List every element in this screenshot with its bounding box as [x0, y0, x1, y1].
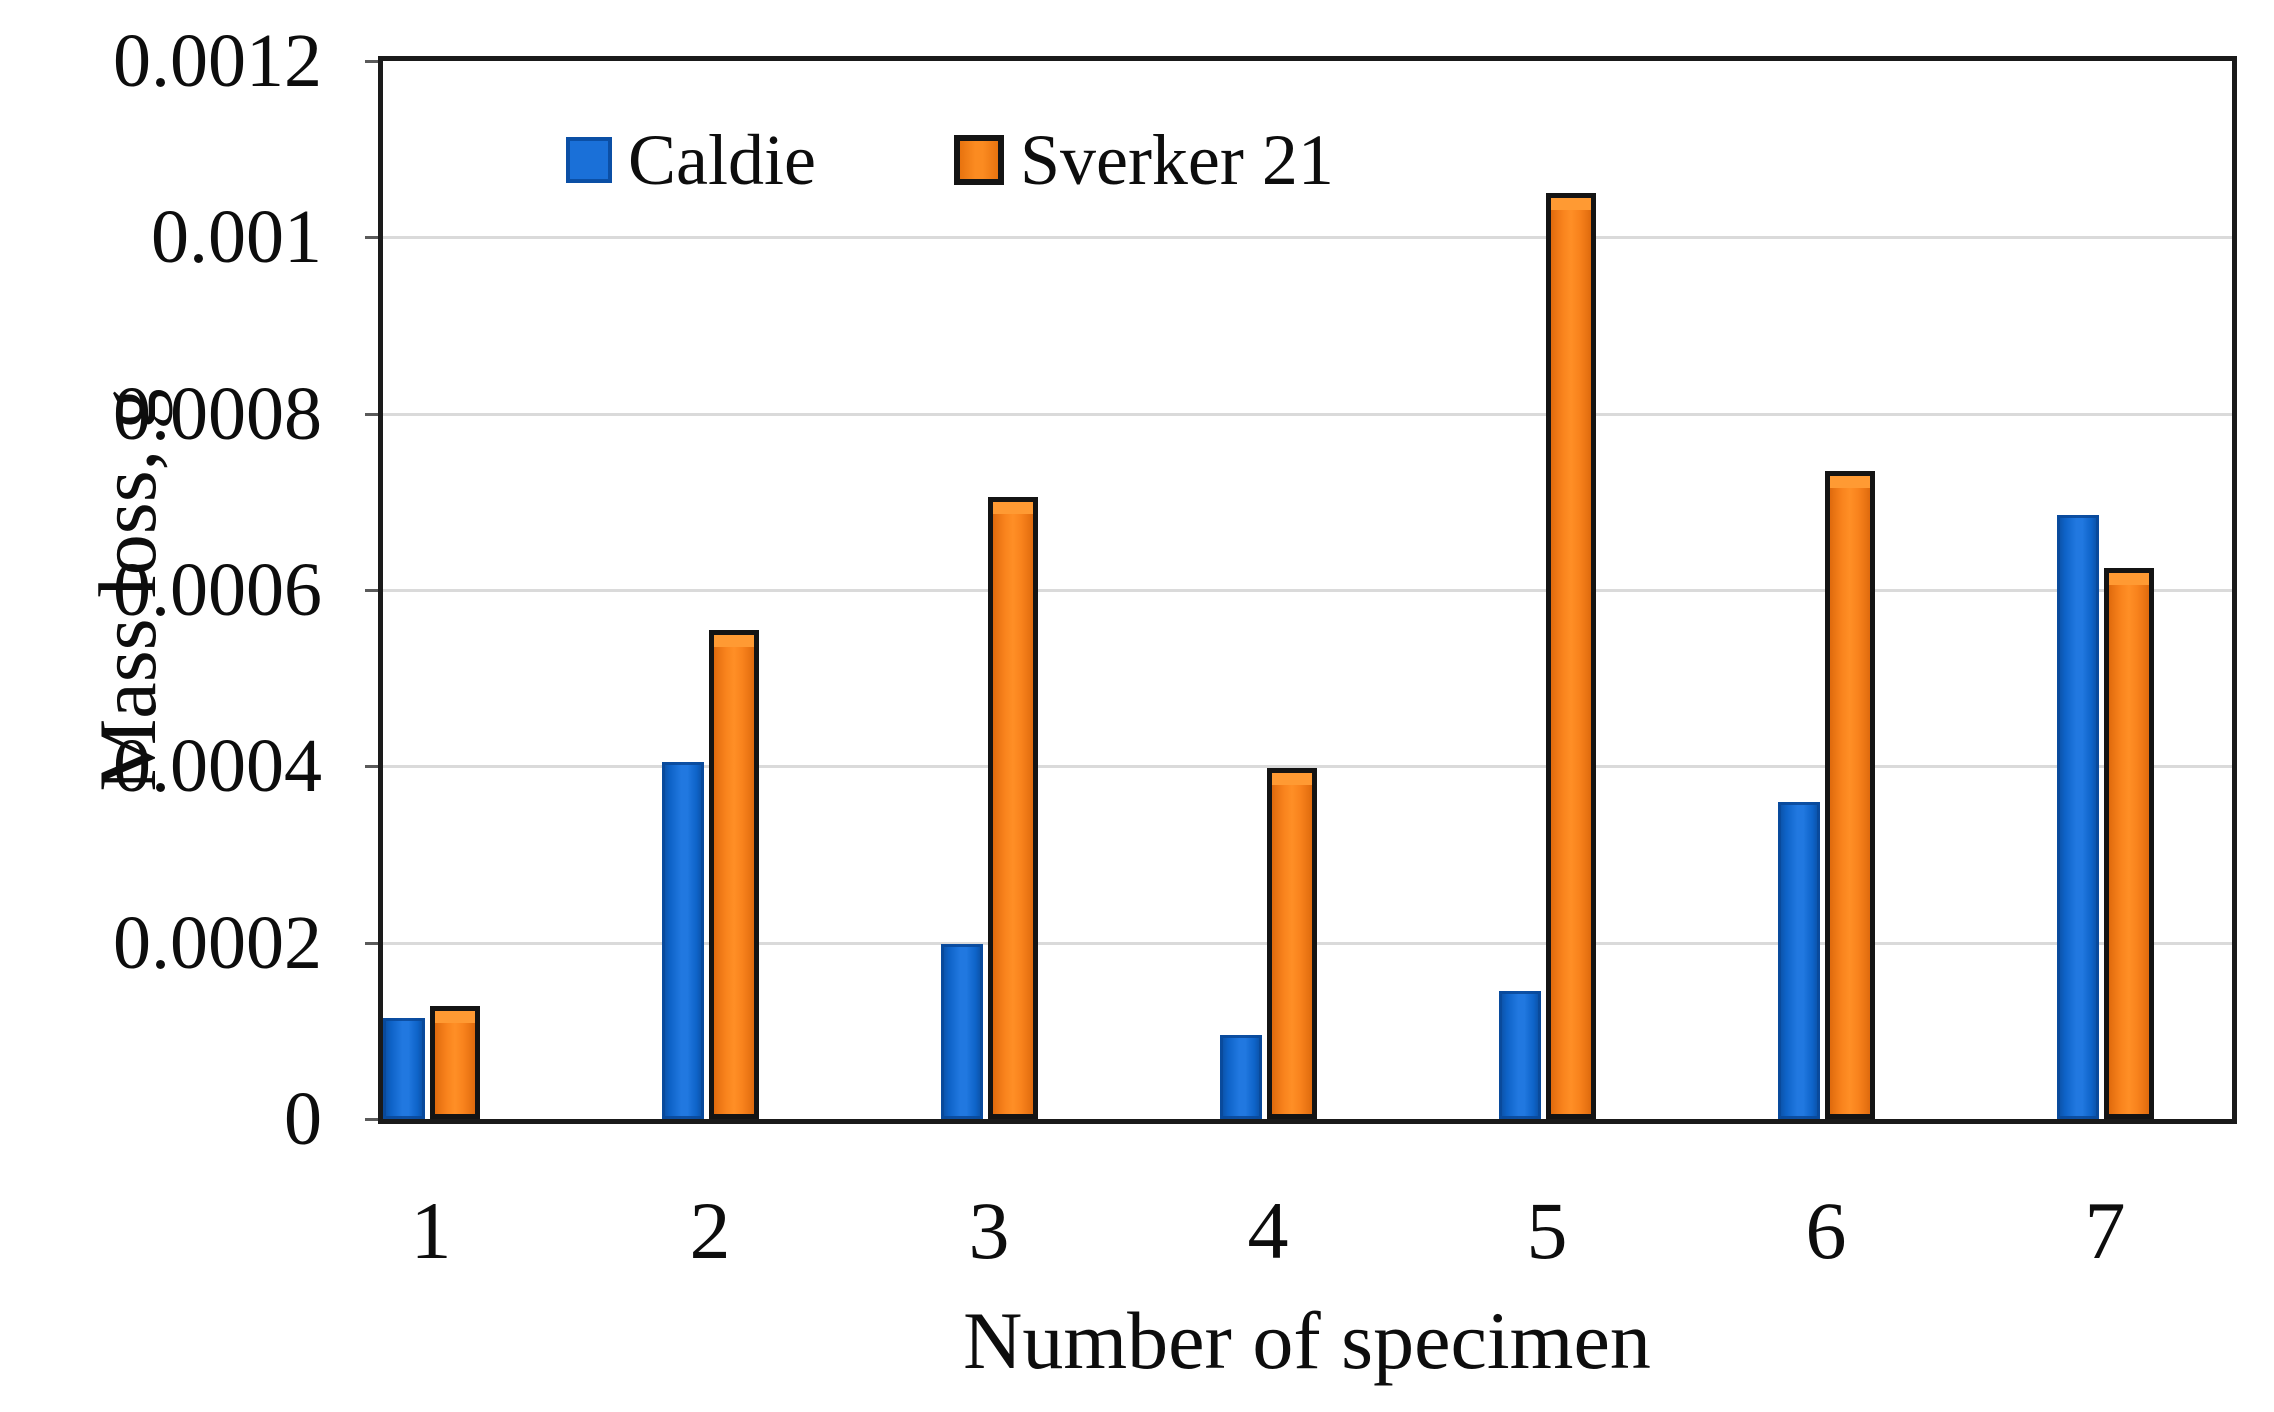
bar-sverker-21-3	[987, 497, 1038, 1119]
y-tick-label: 0.001	[151, 195, 322, 280]
gridline	[383, 589, 2232, 592]
sverker-21-swatch-icon	[953, 135, 1004, 185]
bar-sverker-21-7	[2103, 567, 2154, 1119]
bar-caldie-6	[1777, 801, 1820, 1119]
legend-entry-caldie: Caldie	[566, 124, 816, 196]
bar-sverker-21-1	[429, 1006, 480, 1119]
y-tick-mark	[365, 1118, 378, 1121]
bar-caldie-1	[382, 1017, 425, 1119]
bar-caldie-5	[1498, 991, 1541, 1119]
y-tick-mark	[365, 941, 378, 945]
y-tick-mark	[365, 765, 378, 769]
bar-sverker-21-2	[708, 629, 759, 1119]
legend-label-sverker-21: Sverker 21	[1019, 120, 1334, 200]
legend-entry-sverker-21: Sverker 21	[953, 120, 1334, 200]
bar-caldie-2	[661, 761, 704, 1119]
y-tick-mark	[365, 60, 378, 63]
x-tick-label: 6	[1805, 1185, 1847, 1276]
bar-sverker-21-6	[1824, 470, 1875, 1119]
x-axis-title: Number of specimen	[963, 1295, 1651, 1386]
x-tick-label: 3	[968, 1185, 1010, 1276]
bar-sverker-21-5	[1545, 193, 1596, 1119]
plot-area	[378, 56, 2237, 1124]
y-tick-label: 0.0006	[113, 548, 322, 632]
caldie-swatch-icon	[566, 137, 612, 183]
x-tick-label: 4	[1247, 1185, 1289, 1276]
y-tick-mark	[365, 412, 378, 416]
legend-label-caldie: Caldie	[628, 120, 816, 200]
bar-caldie-7	[2056, 515, 2099, 1119]
gridline	[383, 236, 2232, 240]
y-tick-label: 0.0002	[113, 900, 322, 985]
bar-caldie-4	[1219, 1035, 1262, 1119]
y-tick-mark	[365, 236, 378, 240]
x-tick-label: 7	[2084, 1185, 2126, 1276]
y-tick-label: 0.0012	[113, 19, 322, 103]
gridline	[383, 412, 2232, 416]
x-tick-label: 1	[410, 1185, 452, 1276]
y-tick-label: 0.0008	[113, 371, 322, 456]
bar-sverker-21-4	[1266, 768, 1317, 1119]
gridline	[383, 765, 2232, 769]
bar-caldie-3	[940, 944, 983, 1119]
x-tick-label: 5	[1526, 1185, 1568, 1276]
x-tick-label: 2	[689, 1185, 731, 1276]
legend: Caldie Sverker 21	[566, 124, 1334, 196]
y-tick-mark	[365, 589, 378, 592]
y-tick-label: 0.0004	[113, 724, 322, 809]
y-tick-label: 0	[284, 1077, 322, 1161]
